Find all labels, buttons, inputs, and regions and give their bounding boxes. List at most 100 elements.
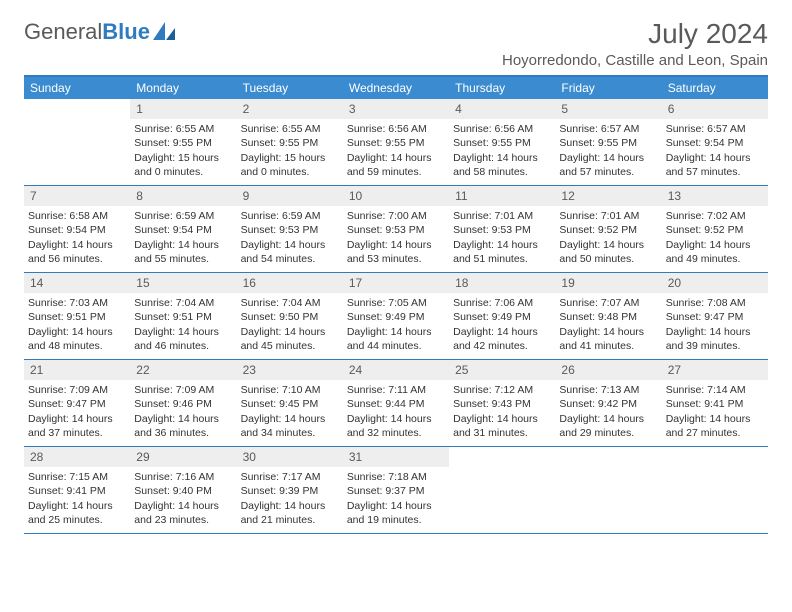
sunset-line: Sunset: 9:48 PM [559, 310, 657, 324]
day-cell [24, 99, 130, 185]
sunrise-line: Sunrise: 7:09 AM [28, 383, 126, 397]
sunset-line: Sunset: 9:53 PM [347, 223, 445, 237]
daylight-line: Daylight: 14 hours and 31 minutes. [453, 412, 551, 440]
day-number: 13 [662, 186, 768, 206]
sunrise-line: Sunrise: 6:56 AM [453, 122, 551, 136]
sunset-line: Sunset: 9:52 PM [666, 223, 764, 237]
daylight-line: Daylight: 14 hours and 19 minutes. [347, 499, 445, 527]
day-cell: 31Sunrise: 7:18 AMSunset: 9:37 PMDayligh… [343, 447, 449, 533]
day-cell: 20Sunrise: 7:08 AMSunset: 9:47 PMDayligh… [662, 273, 768, 359]
week-row: 28Sunrise: 7:15 AMSunset: 9:41 PMDayligh… [24, 447, 768, 534]
day-cell: 30Sunrise: 7:17 AMSunset: 9:39 PMDayligh… [237, 447, 343, 533]
day-cell: 13Sunrise: 7:02 AMSunset: 9:52 PMDayligh… [662, 186, 768, 272]
daylight-line: Daylight: 15 hours and 0 minutes. [134, 151, 232, 179]
daylight-line: Daylight: 14 hours and 53 minutes. [347, 238, 445, 266]
sunset-line: Sunset: 9:42 PM [559, 397, 657, 411]
sunrise-line: Sunrise: 6:58 AM [28, 209, 126, 223]
day-cell: 12Sunrise: 7:01 AMSunset: 9:52 PMDayligh… [555, 186, 661, 272]
sunrise-line: Sunrise: 7:04 AM [241, 296, 339, 310]
day-cell: 27Sunrise: 7:14 AMSunset: 9:41 PMDayligh… [662, 360, 768, 446]
sunset-line: Sunset: 9:55 PM [453, 136, 551, 150]
day-cell: 8Sunrise: 6:59 AMSunset: 9:54 PMDaylight… [130, 186, 236, 272]
day-number: 5 [555, 99, 661, 119]
dow-header-cell: Thursday [449, 77, 555, 99]
day-cell [555, 447, 661, 533]
daylight-line: Daylight: 14 hours and 39 minutes. [666, 325, 764, 353]
day-number: 6 [662, 99, 768, 119]
day-number: 27 [662, 360, 768, 380]
day-number [662, 447, 768, 467]
brand-part1: General [24, 19, 102, 45]
daylight-line: Daylight: 14 hours and 25 minutes. [28, 499, 126, 527]
sunrise-line: Sunrise: 7:03 AM [28, 296, 126, 310]
sunset-line: Sunset: 9:53 PM [241, 223, 339, 237]
day-cell [662, 447, 768, 533]
week-row: 7Sunrise: 6:58 AMSunset: 9:54 PMDaylight… [24, 186, 768, 273]
sunrise-line: Sunrise: 7:00 AM [347, 209, 445, 223]
sunset-line: Sunset: 9:55 PM [241, 136, 339, 150]
week-row: 14Sunrise: 7:03 AMSunset: 9:51 PMDayligh… [24, 273, 768, 360]
sunset-line: Sunset: 9:54 PM [28, 223, 126, 237]
day-number: 23 [237, 360, 343, 380]
day-cell: 2Sunrise: 6:55 AMSunset: 9:55 PMDaylight… [237, 99, 343, 185]
calendar-grid: SundayMondayTuesdayWednesdayThursdayFrid… [24, 75, 768, 534]
sunrise-line: Sunrise: 7:06 AM [453, 296, 551, 310]
sunrise-line: Sunrise: 7:17 AM [241, 470, 339, 484]
week-row: 21Sunrise: 7:09 AMSunset: 9:47 PMDayligh… [24, 360, 768, 447]
day-number: 1 [130, 99, 236, 119]
day-number: 2 [237, 99, 343, 119]
sunset-line: Sunset: 9:44 PM [347, 397, 445, 411]
daylight-line: Daylight: 14 hours and 46 minutes. [134, 325, 232, 353]
day-cell: 10Sunrise: 7:00 AMSunset: 9:53 PMDayligh… [343, 186, 449, 272]
dow-header-cell: Wednesday [343, 77, 449, 99]
sunrise-line: Sunrise: 6:57 AM [666, 122, 764, 136]
daylight-line: Daylight: 14 hours and 27 minutes. [666, 412, 764, 440]
day-cell: 19Sunrise: 7:07 AMSunset: 9:48 PMDayligh… [555, 273, 661, 359]
daylight-line: Daylight: 14 hours and 58 minutes. [453, 151, 551, 179]
sunrise-line: Sunrise: 6:59 AM [241, 209, 339, 223]
sunset-line: Sunset: 9:40 PM [134, 484, 232, 498]
sunset-line: Sunset: 9:51 PM [28, 310, 126, 324]
daylight-line: Daylight: 14 hours and 32 minutes. [347, 412, 445, 440]
sunrise-line: Sunrise: 7:11 AM [347, 383, 445, 397]
sunset-line: Sunset: 9:50 PM [241, 310, 339, 324]
day-number [24, 99, 130, 119]
day-number: 4 [449, 99, 555, 119]
day-cell: 14Sunrise: 7:03 AMSunset: 9:51 PMDayligh… [24, 273, 130, 359]
day-cell: 26Sunrise: 7:13 AMSunset: 9:42 PMDayligh… [555, 360, 661, 446]
sunrise-line: Sunrise: 6:59 AM [134, 209, 232, 223]
sunrise-line: Sunrise: 7:16 AM [134, 470, 232, 484]
daylight-line: Daylight: 14 hours and 57 minutes. [666, 151, 764, 179]
daylight-line: Daylight: 14 hours and 57 minutes. [559, 151, 657, 179]
day-number: 18 [449, 273, 555, 293]
daylight-line: Daylight: 14 hours and 41 minutes. [559, 325, 657, 353]
day-cell: 21Sunrise: 7:09 AMSunset: 9:47 PMDayligh… [24, 360, 130, 446]
daylight-line: Daylight: 14 hours and 29 minutes. [559, 412, 657, 440]
sunset-line: Sunset: 9:52 PM [559, 223, 657, 237]
daylight-line: Daylight: 14 hours and 42 minutes. [453, 325, 551, 353]
location-subtitle: Hoyorredondo, Castille and Leon, Spain [502, 52, 768, 69]
sunrise-line: Sunrise: 7:13 AM [559, 383, 657, 397]
daylight-line: Daylight: 14 hours and 59 minutes. [347, 151, 445, 179]
sunset-line: Sunset: 9:51 PM [134, 310, 232, 324]
sunset-line: Sunset: 9:37 PM [347, 484, 445, 498]
sunset-line: Sunset: 9:55 PM [559, 136, 657, 150]
day-number [555, 447, 661, 467]
sunrise-line: Sunrise: 7:15 AM [28, 470, 126, 484]
header: GeneralBlue July 2024 Hoyorredondo, Cast… [24, 18, 768, 69]
sunset-line: Sunset: 9:55 PM [134, 136, 232, 150]
day-cell: 1Sunrise: 6:55 AMSunset: 9:55 PMDaylight… [130, 99, 236, 185]
day-number: 21 [24, 360, 130, 380]
day-cell: 25Sunrise: 7:12 AMSunset: 9:43 PMDayligh… [449, 360, 555, 446]
sunrise-line: Sunrise: 7:01 AM [559, 209, 657, 223]
daylight-line: Daylight: 14 hours and 51 minutes. [453, 238, 551, 266]
day-cell: 11Sunrise: 7:01 AMSunset: 9:53 PMDayligh… [449, 186, 555, 272]
day-number: 17 [343, 273, 449, 293]
day-cell: 5Sunrise: 6:57 AMSunset: 9:55 PMDaylight… [555, 99, 661, 185]
sunrise-line: Sunrise: 7:04 AM [134, 296, 232, 310]
sunrise-line: Sunrise: 7:01 AM [453, 209, 551, 223]
day-number: 15 [130, 273, 236, 293]
sunset-line: Sunset: 9:46 PM [134, 397, 232, 411]
day-number: 12 [555, 186, 661, 206]
month-title: July 2024 [502, 18, 768, 50]
